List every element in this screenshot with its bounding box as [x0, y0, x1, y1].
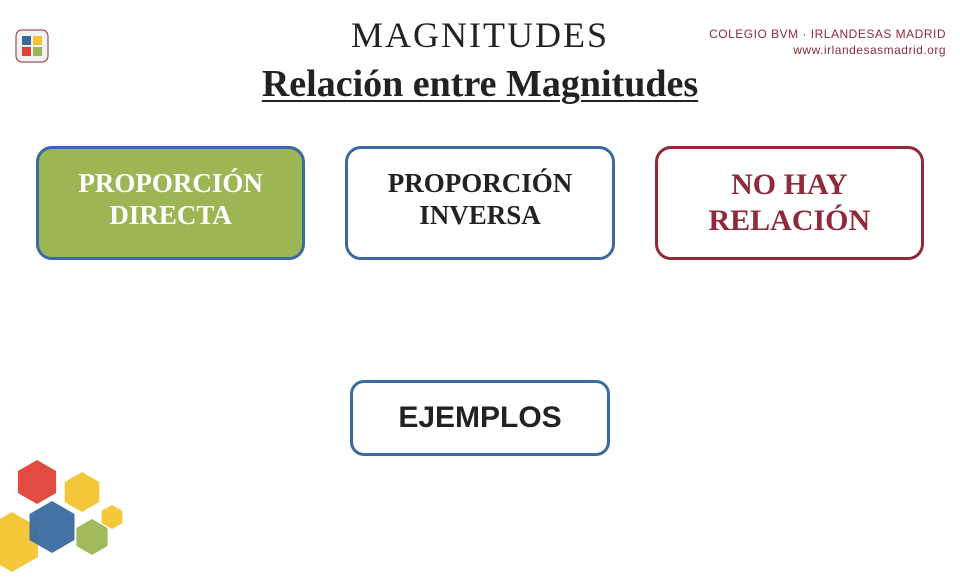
card-label: NO HAY: [668, 167, 911, 203]
school-header: COLEGIO BVM · IRLANDESAS MADRID www.irla…: [709, 26, 946, 58]
school-logo: [8, 22, 56, 70]
school-name: COLEGIO BVM · IRLANDESAS MADRID: [709, 26, 946, 42]
card-label: PROPORCIÓN: [49, 167, 292, 199]
cards-row: PROPORCIÓN DIRECTA PROPORCIÓN INVERSA NO…: [36, 146, 924, 260]
card-proporcion-inversa[interactable]: PROPORCIÓN INVERSA: [345, 146, 614, 260]
card-label: RELACIÓN: [668, 203, 911, 239]
subtitle: Relación entre Magnitudes: [0, 62, 960, 106]
card-no-relacion[interactable]: NO HAY RELACIÓN: [655, 146, 924, 260]
card-label: INVERSA: [358, 199, 601, 231]
card-ejemplos[interactable]: EJEMPLOS: [350, 380, 610, 456]
hexagon-decoration: [0, 422, 152, 572]
school-url: www.irlandesasmadrid.org: [709, 42, 946, 58]
ejemplos-label: EJEMPLOS: [398, 401, 561, 434]
card-label: DIRECTA: [49, 199, 292, 231]
card-proporcion-directa[interactable]: PROPORCIÓN DIRECTA: [36, 146, 305, 260]
card-label: PROPORCIÓN: [358, 167, 601, 199]
